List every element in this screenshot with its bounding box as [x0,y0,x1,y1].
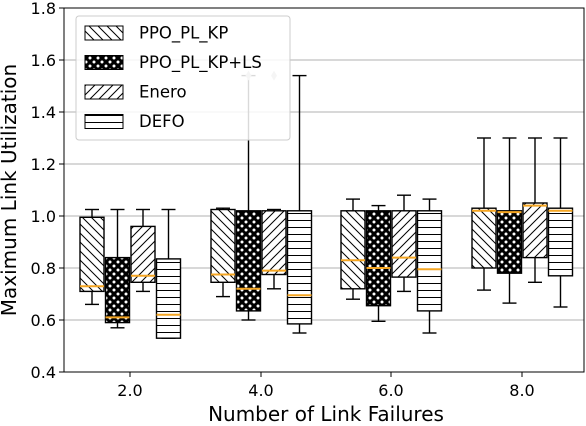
iqr-box [79,216,105,293]
box-enero-3 [522,137,548,283]
iqr-box [210,208,236,284]
box-defo-1 [286,74,313,334]
y-axis-label: Maximum Link Utilization [0,64,21,316]
iqr-box [391,210,417,278]
box-ppo-pl-kp-3 [471,137,497,291]
box-ppo-pl-kp-ls-0 [104,208,131,329]
y-tick-label: 0.8 [31,259,56,278]
iqr-box [155,258,182,339]
iqr-box [104,256,131,324]
box-ppo-pl-kp-0 [79,208,105,306]
legend-frame [75,15,291,141]
y-tick-label: 0.4 [31,363,56,382]
legend-item: PPO_PL_KP+LS [84,53,262,73]
x-axis-label: Number of Link Failures [208,402,444,426]
legend-item: Enero [84,83,187,102]
y-tick-label: 1.6 [31,51,56,70]
iqr-box [130,225,156,283]
box-defo-0 [155,208,182,339]
legend-swatch [84,55,124,70]
x-tick-label: 4.0 [248,381,273,400]
y-tick-label: 1.4 [31,103,56,122]
legend-label: Enero [139,83,187,102]
box-ppo-pl-kp-1 [210,207,236,298]
iqr-box [416,210,443,312]
legend-label: PPO_PL_KP [139,24,228,44]
box-enero-0 [130,208,156,293]
box-ppo-pl-kp-ls-2 [365,204,392,322]
legend: PPO_PL_KP PPO_PL_KP+LS Enero DEFO [75,15,291,141]
legend-label: PPO_PL_KP+LS [139,53,262,73]
box-defo-2 [416,198,443,334]
y-tick-label: 0.6 [31,311,56,330]
legend-item: DEFO [84,112,185,131]
iqr-box [365,210,392,307]
x-tick-label: 8.0 [509,381,534,400]
boxes-layer [79,70,574,339]
iqr-box [235,210,262,312]
y-tick-label: 1.8 [31,0,56,18]
y-tick-label: 1.2 [31,155,56,174]
iqr-box [496,210,523,274]
box-defo-3 [547,137,574,308]
legend-label: DEFO [139,112,185,131]
x-tick-label: 2.0 [117,381,142,400]
iqr-box [547,207,574,277]
iqr-box [522,202,548,259]
legend-item: PPO_PL_KP [84,24,228,44]
plot-frame [63,7,585,373]
legend-swatch [84,25,124,41]
iqr-box [286,210,313,325]
box-ppo-pl-kp-ls-3 [496,137,523,304]
iqr-box [471,207,497,269]
x-tick-label: 6.0 [378,381,403,400]
axis-ticks: 0.4 0.6 0.8 1.0 1.2 1.4 1.6 1.8 2.0 4.0 6.0 8.0 [31,0,535,400]
y-tick-label: 1.0 [31,207,56,226]
legend-swatch [84,114,124,129]
box-enero-2 [391,194,417,293]
legend-swatch [84,84,124,100]
iqr-box [340,210,366,290]
iqr-box [261,210,287,276]
box-ppo-pl-kp-2 [340,198,366,300]
